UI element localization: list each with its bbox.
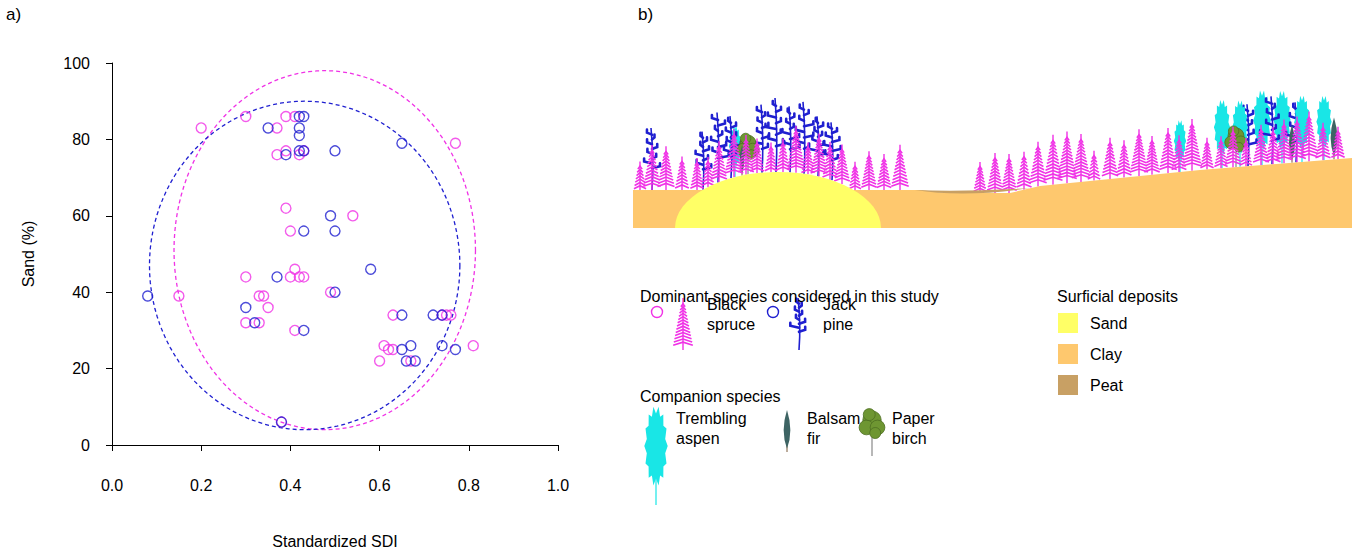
svg-text:Companion species: Companion species	[640, 388, 781, 405]
svg-text:Clay: Clay	[1090, 346, 1122, 363]
svg-text:Jack: Jack	[823, 296, 857, 313]
svg-text:pine: pine	[823, 316, 853, 333]
svg-text:60: 60	[72, 207, 90, 224]
svg-text:0.8: 0.8	[458, 477, 480, 494]
svg-text:20: 20	[72, 360, 90, 377]
svg-text:birch: birch	[892, 430, 927, 447]
svg-text:0.0: 0.0	[101, 477, 123, 494]
svg-text:100: 100	[63, 55, 90, 72]
svg-text:a): a)	[6, 5, 21, 24]
svg-text:Paper: Paper	[892, 410, 935, 427]
svg-text:0.4: 0.4	[279, 477, 301, 494]
svg-text:Standardized SDI: Standardized SDI	[272, 533, 397, 550]
svg-text:Balsam: Balsam	[807, 410, 860, 427]
svg-text:aspen: aspen	[676, 430, 720, 447]
svg-text:Trembling: Trembling	[676, 410, 747, 427]
svg-text:Sand (%): Sand (%)	[20, 221, 37, 288]
svg-text:80: 80	[72, 131, 90, 148]
svg-text:fir: fir	[807, 430, 821, 447]
svg-text:Surficial deposits: Surficial deposits	[1057, 288, 1178, 305]
svg-text:1.0: 1.0	[547, 477, 569, 494]
svg-text:Sand: Sand	[1090, 315, 1127, 332]
svg-text:40: 40	[72, 284, 90, 301]
svg-text:0: 0	[81, 437, 90, 454]
svg-text:Black: Black	[707, 296, 747, 313]
svg-text:b): b)	[638, 5, 653, 24]
svg-text:0.6: 0.6	[368, 477, 390, 494]
svg-text:Peat: Peat	[1090, 377, 1123, 394]
svg-text:Dominant species considered in: Dominant species considered in this stud…	[640, 288, 939, 305]
svg-text:0.2: 0.2	[190, 477, 212, 494]
svg-text:spruce: spruce	[707, 316, 755, 333]
